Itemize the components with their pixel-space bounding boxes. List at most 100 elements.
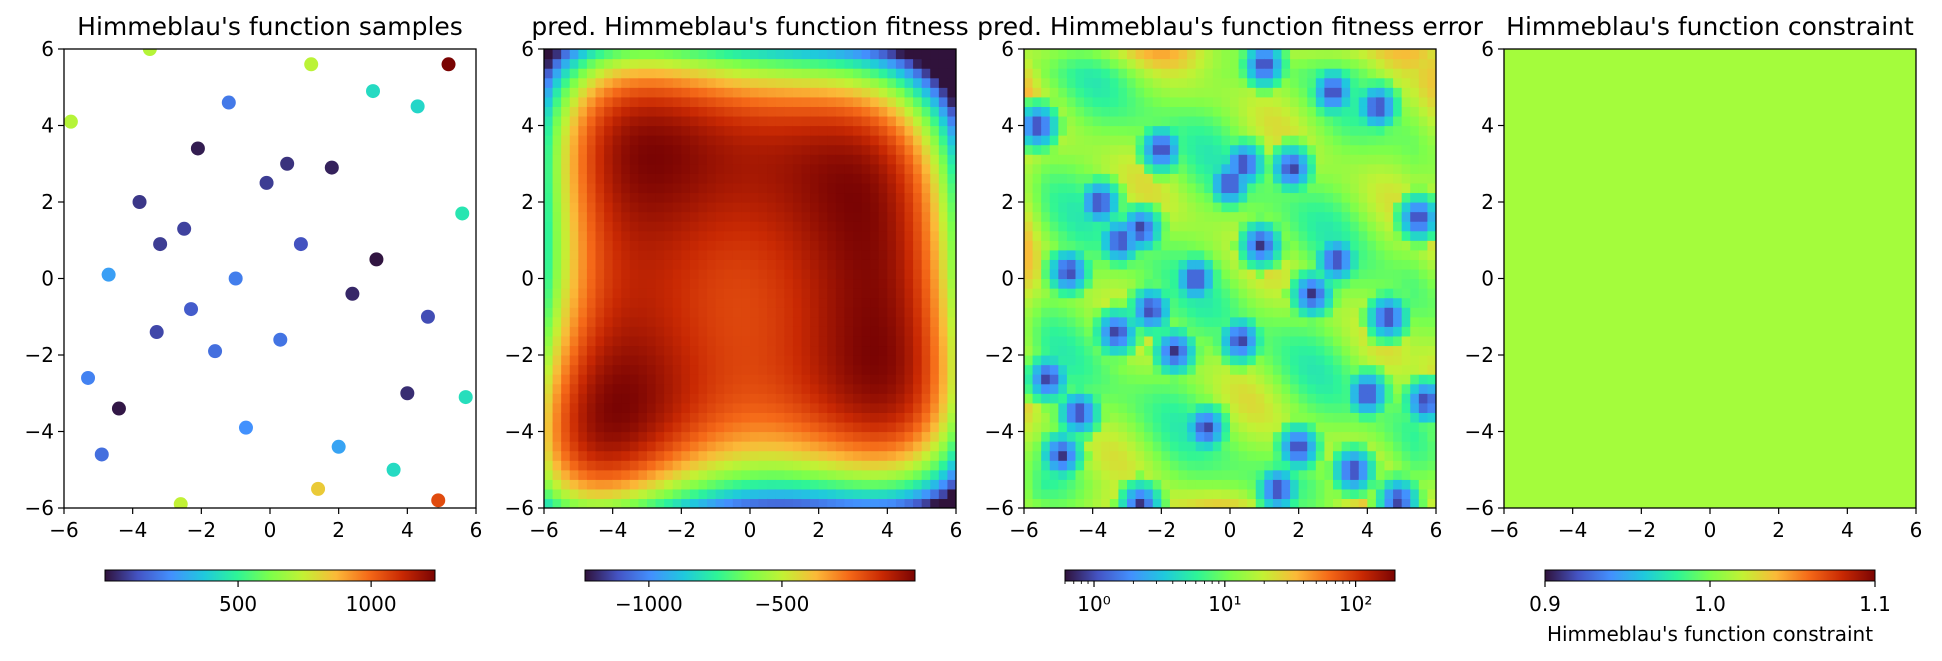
fitness-cell (647, 77, 657, 88)
error-cell (1393, 77, 1403, 88)
fitness-cell (561, 297, 571, 308)
fitness-cell (921, 450, 931, 461)
error-cell (1032, 192, 1042, 203)
fitness-cell (878, 498, 888, 508)
error-cell (1032, 479, 1042, 490)
fitness-cell (707, 479, 717, 490)
fitness-cell (835, 297, 846, 308)
error-cell (1075, 498, 1085, 508)
fitness-cell (561, 230, 571, 241)
fitness-cell (672, 77, 682, 88)
error-cell (1281, 345, 1291, 356)
error-cell (1401, 115, 1411, 127)
error-cell (1427, 211, 1436, 222)
fitness-cell (784, 278, 794, 289)
fitness-cell (767, 268, 777, 280)
error-cell (1418, 125, 1429, 136)
error-cell (1307, 412, 1317, 423)
error-cell (1230, 125, 1240, 136)
fitness-cell (569, 345, 579, 356)
fitness-cell (552, 173, 562, 184)
fitness-cell (921, 364, 931, 375)
error-cell (1024, 182, 1034, 194)
fitness-cell (638, 192, 648, 203)
error-cell (1315, 498, 1326, 508)
error-cell (1032, 154, 1042, 165)
error-cell (1178, 230, 1188, 241)
fitness-cell (621, 412, 631, 423)
error-cell (1384, 268, 1394, 280)
error-cell (1255, 431, 1265, 442)
error-cell (1341, 488, 1351, 500)
fitness-cell (792, 345, 803, 356)
fitness-cell (827, 87, 837, 98)
error-cell (1393, 364, 1403, 375)
error-cell (1032, 68, 1042, 79)
error-cell (1135, 374, 1145, 385)
fitness-cell (801, 163, 811, 174)
error-cell (1024, 383, 1034, 394)
fitness-cell (681, 240, 691, 251)
error-cell (1127, 182, 1137, 194)
error-cell (1127, 87, 1137, 98)
error-cell (1298, 173, 1308, 184)
error-cell (1290, 49, 1300, 60)
fitness-cell (810, 421, 820, 433)
fitness-cell (741, 469, 751, 480)
fitness-cell (638, 431, 648, 442)
fitness-cell (544, 58, 554, 69)
x-tick-label: 0 (264, 518, 277, 542)
error-cell (1135, 58, 1145, 69)
error-cell (1178, 259, 1188, 270)
error-cell (1272, 288, 1283, 299)
fitness-cell (664, 125, 674, 136)
error-cell (1281, 135, 1291, 146)
fitness-cell (913, 393, 923, 404)
fitness-cell (681, 460, 691, 471)
fitness-cell (810, 221, 820, 232)
fitness-cell (947, 154, 956, 165)
error-cell (1290, 135, 1300, 146)
error-cell (1204, 58, 1214, 69)
error-cell (1315, 402, 1326, 413)
fitness-cell (861, 106, 871, 117)
fitness-cell (552, 498, 562, 508)
error-cell (1341, 125, 1351, 136)
error-cell (1092, 77, 1102, 88)
fitness-cell (647, 345, 657, 356)
fitness-cell (724, 58, 734, 69)
error-cell (1350, 77, 1360, 88)
fitness-cell (827, 335, 837, 347)
error-cell (1315, 364, 1326, 375)
fitness-cell (784, 355, 794, 366)
error-cell (1161, 488, 1171, 500)
fitness-cell (767, 96, 777, 107)
error-cell (1384, 364, 1394, 375)
error-cell (1024, 268, 1034, 280)
error-cell (1307, 182, 1317, 194)
fitness-cell (921, 479, 931, 490)
error-cell (1375, 431, 1386, 442)
fitness-cell (861, 469, 871, 480)
error-cell (1350, 125, 1360, 136)
error-cell (1401, 393, 1411, 404)
fitness-cell (629, 393, 640, 404)
error-cell (1307, 240, 1317, 251)
fitness-cell (715, 58, 725, 69)
fitness-cell (810, 441, 820, 452)
fitness-cell (861, 288, 871, 299)
fitness-cell (664, 374, 674, 385)
fitness-cell (578, 230, 588, 241)
error-cell (1247, 268, 1257, 280)
fitness-cell (801, 297, 811, 308)
fitness-cell (818, 326, 828, 337)
fitness-cell (827, 412, 837, 423)
fitness-cell (792, 479, 803, 490)
fitness-cell (724, 87, 734, 98)
error-cell (1118, 441, 1128, 452)
fitness-cell (861, 154, 871, 165)
error-cell (1393, 221, 1403, 232)
fitness-cell (947, 402, 956, 413)
fitness-cell (715, 87, 725, 98)
fitness-cell (569, 460, 579, 471)
